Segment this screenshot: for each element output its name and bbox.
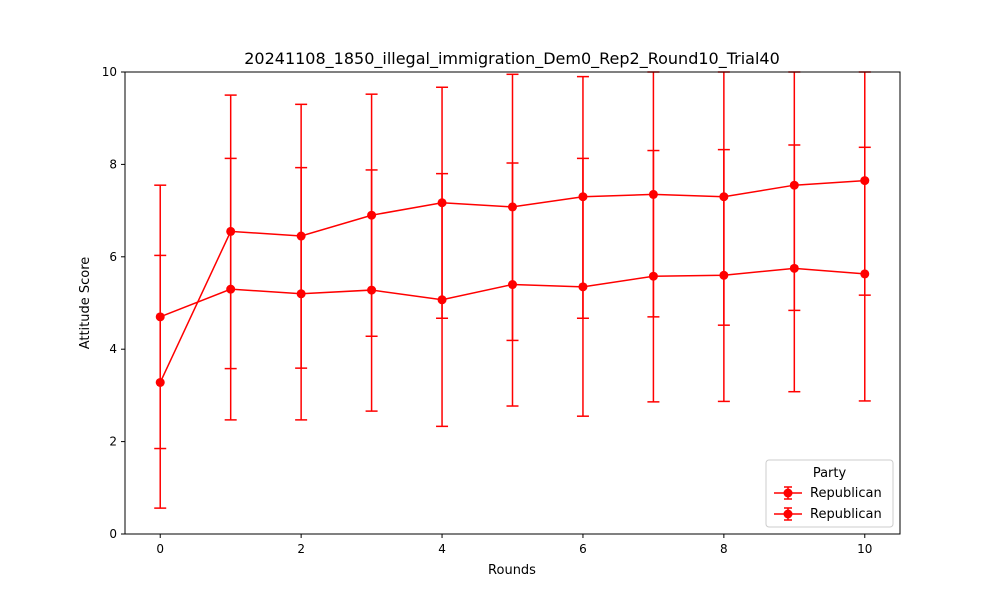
x-tick-label: 2 [297, 542, 305, 556]
data-point [719, 192, 729, 202]
data-point [296, 231, 306, 241]
x-tick-label: 8 [720, 542, 728, 556]
data-point [226, 226, 236, 236]
y-tick-label: 0 [109, 527, 117, 541]
legend-label: Republican [810, 507, 882, 522]
data-point [155, 377, 165, 387]
data-point [508, 202, 517, 212]
x-tick-label: 0 [156, 542, 164, 556]
data-point [437, 198, 447, 208]
series-2 [154, 71, 871, 509]
legend-title: Party [813, 466, 847, 481]
plot-frame [124, 71, 901, 535]
legend-label: Republican [810, 486, 882, 501]
data-point [578, 192, 588, 202]
y-tick-label: 8 [109, 157, 117, 171]
x-tick-label: 10 [857, 542, 872, 556]
axes: 0 2 4 6 8 10 0 2 4 6 8 10 [102, 65, 901, 556]
data-point [367, 210, 377, 220]
legend-marker [783, 488, 793, 498]
legend: Party Republican Republican [765, 459, 894, 528]
legend-marker [783, 509, 793, 519]
plot-area [154, 71, 871, 509]
legend-frame [765, 459, 894, 528]
y-tick-label: 4 [109, 342, 117, 356]
chart-title: 20241108_1850_illegal_immigration_Dem0_R… [244, 49, 780, 69]
y-tick-label: 6 [109, 250, 117, 264]
data-point [648, 189, 658, 199]
x-tick-label: 6 [579, 542, 587, 556]
legend-item: Republican [774, 507, 882, 522]
y-axis-label: Attitude Score [78, 257, 93, 350]
x-tick-label: 4 [438, 542, 446, 556]
data-point [860, 176, 870, 186]
y-tick-label: 2 [109, 435, 117, 449]
x-axis-label: Rounds [488, 563, 536, 578]
y-tick-label: 10 [102, 65, 117, 79]
data-point [789, 180, 799, 190]
legend-item: Republican [774, 486, 882, 501]
